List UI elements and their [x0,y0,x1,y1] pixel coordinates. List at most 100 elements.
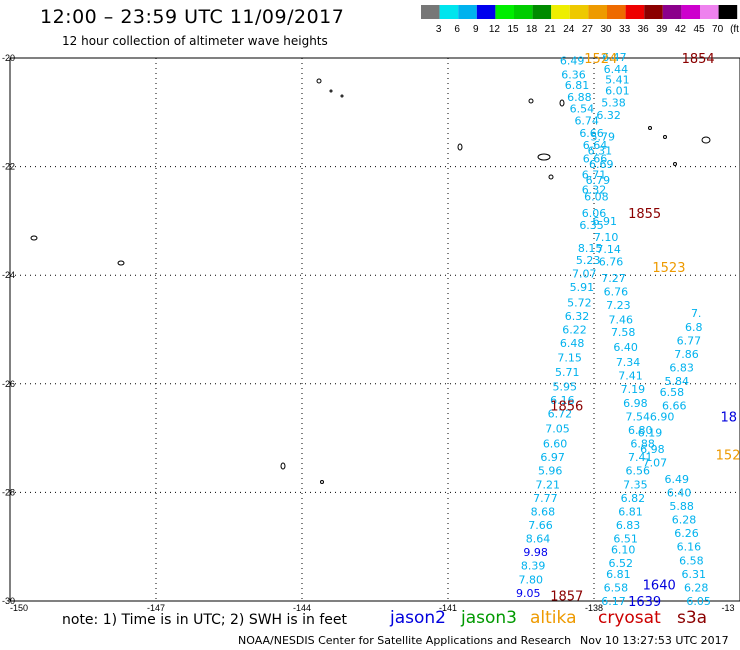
swh-value: 7.07 [572,268,597,281]
swh-value: 6.58 [604,581,629,594]
pass-time-label: 1523 [652,261,685,276]
swh-value: 7.46 [609,314,634,327]
swh-value: 7.27 [601,272,626,285]
page-title: 12:00 – 23:59 UTC 11/09/2017 [40,6,345,28]
satellite-legend-altika: altika [530,608,577,628]
pass-time-label: 1639 [628,595,661,610]
swh-value: 6.40 [613,341,638,354]
swh-value: 5.91 [570,281,595,294]
island-outline [320,480,324,484]
swh-value: 5.88 [669,500,694,513]
swh-value: 6.31 [588,144,613,157]
colorbar-swatch [625,5,645,19]
latitude-label: -22 [2,162,15,172]
colorbar-swatch [421,5,440,19]
colorbar-label: (ft) [730,24,739,35]
latitude-label: -20 [2,53,15,63]
satellite-legend-s3a: s3a [677,608,708,628]
swh-value: 6.08 [584,190,609,203]
colorbar-swatch [532,5,552,19]
colorbar-label: 18 [526,24,538,35]
colorbar-swatch [718,5,738,19]
swh-value: 7.35 [623,478,648,491]
island-outline [663,135,667,139]
swh-value: 7. [691,307,702,320]
swh-value: 6.47 [602,51,627,64]
swh-value: 7.86 [674,348,699,361]
longitude-label: -13 [721,603,734,613]
swh-value: 7.14 [596,243,621,256]
swh-value: 7.41 [618,370,643,383]
swh-value: 6.8 [685,321,703,334]
island-outlines [30,78,711,484]
swh-value: 6.05 [686,595,711,608]
swh-value: 6.52 [609,557,634,570]
colorbar-swatch [662,5,682,19]
swh-value: 7.34 [616,356,641,369]
swh-value: 6.28 [684,581,709,594]
island-outline [457,143,463,151]
swh-value: 8.64 [526,533,551,546]
swh-value: 5.38 [601,97,626,110]
swh-value: 6.81 [606,568,631,581]
swh-value: 6.88 [567,91,592,104]
swh-value: 6.91 [592,215,617,228]
swh-value: 6.98 [640,443,665,456]
swh-value: 6.35 [579,219,604,232]
swh-value: 5.23 [576,254,601,267]
island-outline [528,98,534,104]
swh-value: 7.19 [621,383,646,396]
island-outline [117,260,125,266]
colorbar-swatch [569,5,589,19]
swh-value: 6.54 [570,102,595,115]
swh-value: 6.81 [565,79,590,92]
swh-value: 7.07 [643,457,668,470]
colorbar-label: 45 [693,24,705,35]
colorbar-swatch [588,5,607,19]
latitude-label: -26 [2,379,15,389]
footer-note: note: 1) Time is in UTC; 2) SWH is in fe… [62,612,348,628]
colorbar-label: 24 [563,24,575,35]
pass-time-label: 1640 [643,579,676,594]
colorbar-label: 70 [712,24,724,35]
satellite-legend-jason3: jason3 [461,608,517,628]
colorbar-swatch [476,5,496,19]
swh-value: 7.23 [606,299,631,312]
swh-value: 6.80 [628,424,653,437]
colorbar-label: 3 [436,24,442,35]
swh-value: 5.79 [591,131,616,144]
colorbar-swatch [681,5,700,19]
colorbar-label: 33 [619,24,631,35]
swh-value: 5.72 [567,296,592,309]
swh-value: 6.64 [583,139,608,152]
island-outline [537,153,551,161]
swh-value: 8.39 [521,560,546,573]
island-outline [30,235,38,241]
colorbar-label: 12 [489,24,501,35]
swh-value: 6.48 [560,337,585,350]
swh-value: 6.36 [561,68,586,81]
swh-value: 9.98 [523,546,548,559]
colorbar-label: 36 [638,24,650,35]
swh-value: 7.15 [557,352,582,365]
swh-value: 6.10 [611,543,636,556]
swh-value: 6.32 [565,310,590,323]
swh-value: 6.76 [604,285,629,298]
pass-time-label: 1855 [628,207,661,222]
swh-value: 6.83 [669,362,694,375]
swh-value: 6.22 [562,324,587,337]
longitude-label: -147 [147,603,165,613]
colorbar-label: 42 [675,24,687,35]
swh-value: 6.16 [677,541,702,554]
colorbar-swatch [439,5,459,19]
swh-value: 6.77 [677,334,702,347]
swh-value: 6.69 [589,158,614,171]
swh-value: 7.58 [611,326,636,339]
island-outline [559,99,565,107]
swh-value: 7.54 [626,410,651,423]
colorbar-label: 21 [545,24,557,35]
swh-value: 7.10 [594,231,619,244]
satellite-legend-jason2: jason2 [390,608,446,628]
